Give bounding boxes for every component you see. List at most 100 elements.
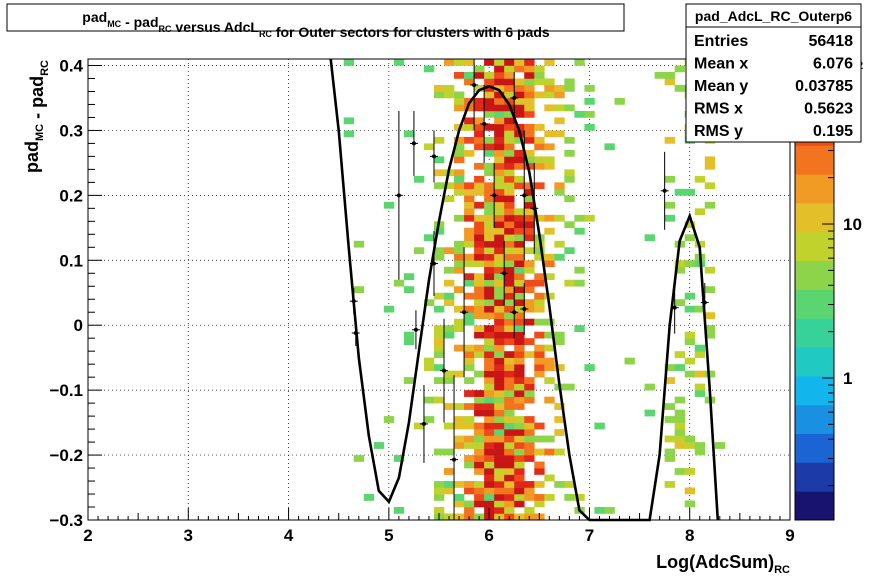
heatmap-cell bbox=[464, 461, 475, 469]
heatmap-cell bbox=[403, 338, 415, 345]
heatmap-cell bbox=[494, 416, 505, 423]
point-marker bbox=[502, 271, 507, 276]
heatmap-cell bbox=[504, 396, 515, 404]
heatmap-cell bbox=[403, 286, 415, 294]
heatmap-cell bbox=[504, 123, 515, 131]
x-tick-label: 4 bbox=[284, 526, 294, 545]
heatmap-cell bbox=[484, 344, 495, 352]
heatmap-cell bbox=[454, 422, 465, 430]
heatmap-cell bbox=[534, 279, 545, 287]
stats-value: 56418 bbox=[809, 33, 854, 50]
heatmap-cell bbox=[674, 442, 685, 449]
heatmap-cell bbox=[694, 208, 706, 216]
heatmap-cell bbox=[474, 71, 485, 79]
heatmap-cell bbox=[474, 325, 485, 333]
point-marker bbox=[462, 310, 467, 315]
heatmap-cell bbox=[684, 188, 696, 196]
heatmap-cell bbox=[474, 286, 485, 294]
heatmap-cell bbox=[574, 59, 585, 66]
heatmap-cell bbox=[514, 487, 525, 495]
heatmap-cell bbox=[544, 143, 555, 151]
title-box bbox=[6, 3, 625, 32]
heatmap-cell bbox=[474, 104, 485, 112]
heatmap-cell bbox=[534, 182, 545, 190]
heatmap-cell bbox=[484, 409, 495, 417]
heatmap-cell bbox=[484, 292, 495, 300]
heatmap-cell bbox=[524, 214, 535, 222]
heatmap-cell bbox=[474, 214, 485, 222]
heatmap-cell bbox=[584, 110, 595, 118]
heatmap-cell bbox=[454, 169, 465, 177]
heatmap-cell bbox=[484, 370, 495, 378]
heatmap-cell bbox=[484, 247, 495, 255]
heatmap-cell bbox=[484, 91, 495, 99]
point-marker bbox=[421, 421, 426, 426]
heatmap-cell bbox=[684, 305, 696, 313]
heatmap-cell bbox=[554, 481, 565, 488]
heatmap-cell bbox=[524, 110, 535, 118]
heatmap-cell bbox=[504, 409, 515, 417]
heatmap-cell bbox=[504, 487, 515, 495]
heatmap-cell bbox=[534, 162, 545, 170]
point-marker bbox=[482, 121, 487, 126]
heatmap-cell bbox=[484, 78, 495, 86]
heatmap-cell bbox=[524, 149, 535, 157]
heatmap-cell bbox=[524, 59, 535, 66]
heatmap-cell bbox=[494, 143, 505, 151]
heatmap-cell bbox=[504, 474, 515, 482]
heatmap-cell bbox=[664, 435, 675, 443]
heatmap-cell bbox=[484, 448, 495, 456]
heatmap-cell bbox=[494, 442, 505, 449]
profile-point bbox=[394, 110, 403, 280]
heatmap-cell bbox=[504, 201, 515, 209]
heatmap-cell bbox=[393, 279, 405, 287]
heatmap-cell bbox=[684, 500, 696, 508]
heatmap-cell bbox=[514, 377, 525, 384]
heatmap-cell bbox=[604, 143, 615, 151]
heatmap-cell bbox=[524, 71, 535, 79]
heatmap-cell bbox=[484, 253, 495, 261]
heatmap-cell bbox=[514, 247, 525, 255]
heatmap-cell bbox=[474, 422, 485, 430]
heatmap-cell bbox=[554, 429, 565, 436]
heatmap-cell bbox=[504, 507, 515, 514]
heatmap-cell bbox=[454, 325, 465, 333]
point-marker bbox=[662, 188, 667, 193]
heatmap-cell bbox=[554, 253, 565, 261]
profile-point bbox=[351, 320, 360, 346]
heatmap-cell bbox=[524, 227, 535, 235]
heatmap-cell bbox=[524, 318, 535, 326]
y-tick-label: 0.3 bbox=[59, 121, 83, 140]
heatmap-cell bbox=[423, 234, 435, 242]
heatmap-cell bbox=[464, 442, 475, 449]
heatmap-cell bbox=[504, 110, 515, 118]
heatmap-cell bbox=[494, 409, 505, 417]
heatmap-cell bbox=[554, 104, 565, 112]
heatmap-cell bbox=[504, 156, 515, 164]
heatmap-cell bbox=[494, 201, 505, 209]
heatmap-cell bbox=[714, 442, 726, 449]
heatmap-cell bbox=[494, 292, 505, 300]
heatmap-cell bbox=[514, 494, 525, 501]
heatmap-cell bbox=[514, 448, 525, 456]
heatmap-cell bbox=[474, 136, 485, 144]
heatmap-cell bbox=[474, 299, 485, 307]
heatmap-cell bbox=[524, 156, 535, 164]
heatmap-cell bbox=[444, 468, 455, 475]
heatmap-cell bbox=[343, 117, 355, 125]
heatmap-cell bbox=[494, 208, 505, 216]
heatmap-cell bbox=[484, 195, 495, 203]
heatmap-cell bbox=[494, 279, 505, 287]
heatmap-cell bbox=[464, 481, 475, 488]
profile-point bbox=[500, 240, 509, 306]
heatmap-cell bbox=[454, 494, 465, 501]
heatmap-cell bbox=[504, 240, 515, 248]
heatmap-cell bbox=[423, 416, 435, 423]
heatmap-cell bbox=[433, 84, 445, 92]
profile-point bbox=[429, 130, 438, 183]
stats-box-background bbox=[685, 3, 862, 143]
heatmap-cell bbox=[534, 156, 545, 164]
heatmap-cell bbox=[444, 487, 455, 495]
heatmap-cell bbox=[494, 383, 505, 391]
heatmap-cell bbox=[524, 455, 535, 462]
